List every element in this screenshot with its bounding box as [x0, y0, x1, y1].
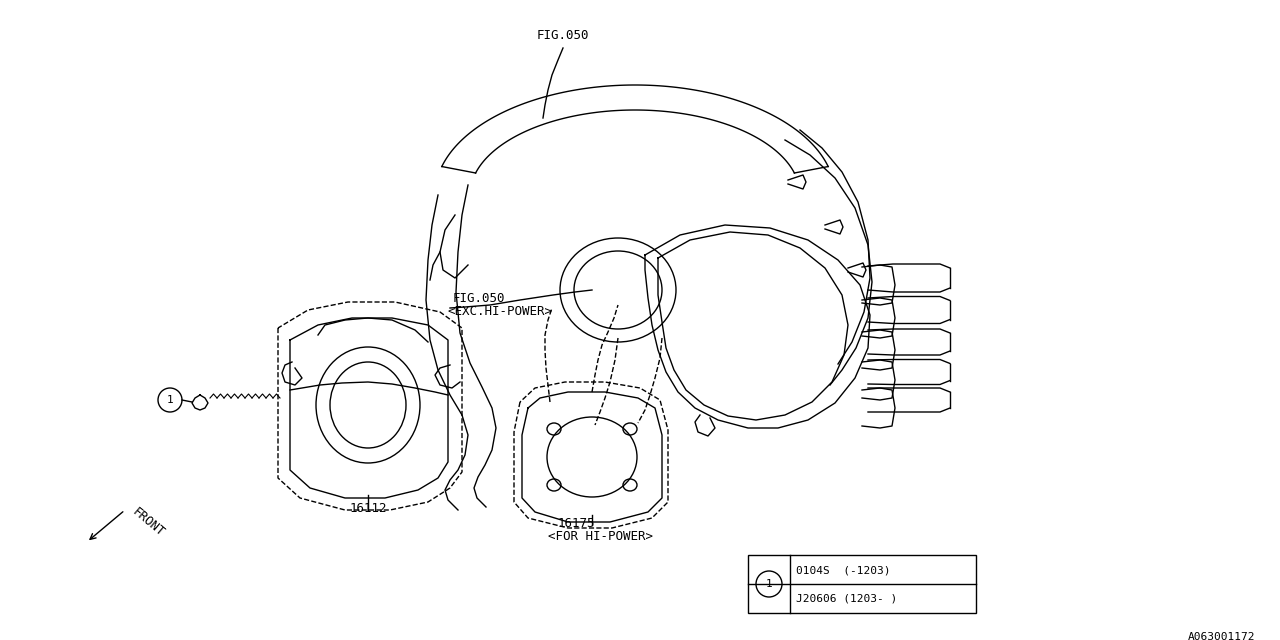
Text: 1: 1 — [765, 579, 772, 589]
Text: FIG.050: FIG.050 — [536, 29, 589, 42]
Text: 1: 1 — [166, 395, 173, 405]
Text: 16175: 16175 — [558, 517, 595, 530]
Text: 0104S  (-1203): 0104S (-1203) — [796, 566, 891, 575]
Text: A063001172: A063001172 — [1188, 632, 1254, 640]
Text: J20606 (1203- ): J20606 (1203- ) — [796, 593, 897, 604]
Text: FIG.050: FIG.050 — [453, 292, 506, 305]
Text: FRONT: FRONT — [131, 505, 168, 539]
Bar — [748, 555, 977, 613]
Text: <EXC.HI-POWER>: <EXC.HI-POWER> — [448, 305, 553, 318]
Text: <FOR HI-POWER>: <FOR HI-POWER> — [548, 530, 653, 543]
Text: 16112: 16112 — [349, 502, 387, 515]
